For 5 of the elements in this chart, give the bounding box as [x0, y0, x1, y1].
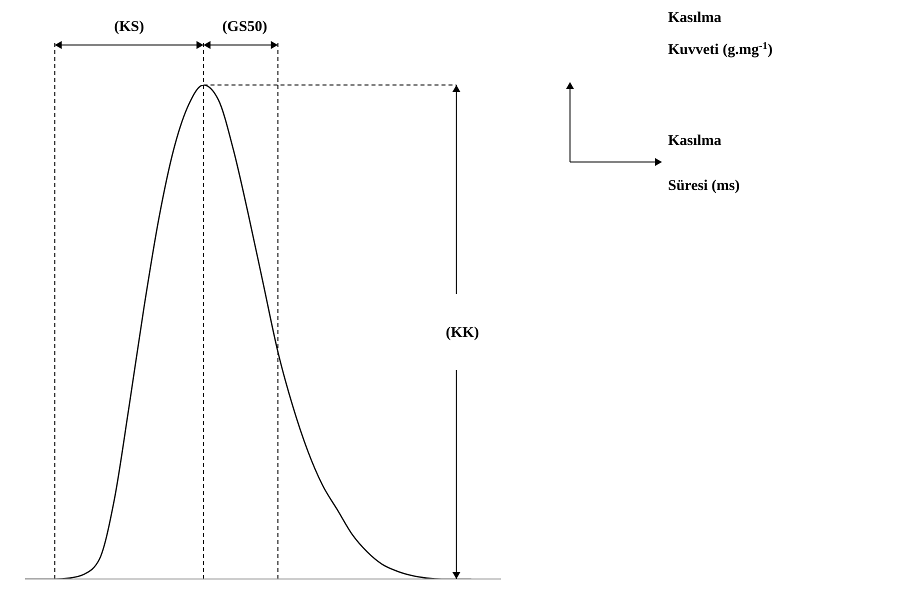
text: Kasılma Kuvveti (g.mg$^{-1}$) — [668, 10, 773, 58]
text: Kasılma Süresi (ms) — [668, 133, 740, 194]
annotation: (KK) — [446, 325, 480, 341]
text: (KS) — [114, 19, 144, 35]
text: (GS50) — [222, 19, 268, 35]
